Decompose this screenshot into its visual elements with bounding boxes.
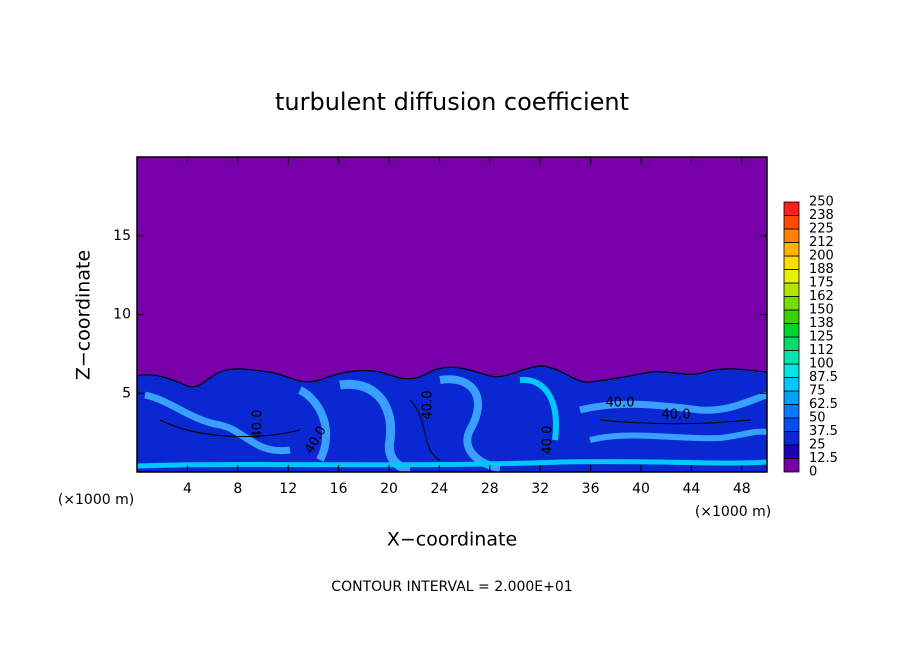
contour-label: 40.0 <box>421 391 436 420</box>
colorbar-label: 100 <box>809 357 834 372</box>
x-tick-label: 4 <box>183 481 192 497</box>
colorbar-label: 12.5 <box>809 451 838 466</box>
colorbar-label: 175 <box>809 276 834 291</box>
colorbar-label: 212 <box>809 235 834 250</box>
colorbar-label: 62.5 <box>809 397 838 412</box>
x-tick-label: 48 <box>733 481 751 497</box>
colorbar-box <box>783 404 800 419</box>
annotation: CONTOUR INTERVAL = 2.000E+01 <box>331 579 572 595</box>
x-tick-label: 16 <box>330 481 348 497</box>
x-tick-label: 44 <box>682 481 700 497</box>
colorbar-box <box>783 296 800 311</box>
colorbar-box <box>783 309 800 324</box>
colorbar-label: 125 <box>809 330 834 345</box>
colorbar-label: 50 <box>809 411 826 426</box>
x-tick-label: 20 <box>380 481 398 497</box>
swirls <box>137 375 767 472</box>
x-tick-label: 32 <box>531 481 549 497</box>
colorbar-label: 150 <box>809 303 834 318</box>
y-tick-label: 15 <box>113 228 131 244</box>
colorbar-label: 37.5 <box>809 424 838 439</box>
colorbar-box <box>783 417 800 432</box>
contour-label: 40.0 <box>251 410 266 439</box>
colorbar-box <box>783 363 800 378</box>
colorbar-box <box>783 242 800 257</box>
colorbar-box <box>783 255 800 270</box>
x-unit-label: (×1000 m) <box>58 492 134 508</box>
colorbar-box <box>783 350 800 365</box>
colorbar-label: 112 <box>809 343 834 358</box>
colorbar-label: 75 <box>809 384 826 399</box>
y-tick-label: 5 <box>122 385 131 401</box>
colorbar-box <box>783 377 800 392</box>
x-tick-label: 12 <box>279 481 297 497</box>
colorbar-label: 0 <box>809 465 817 480</box>
field <box>137 157 767 472</box>
contour-label: 40.0 <box>541 426 556 455</box>
turbulent-layer <box>137 365 767 472</box>
colorbar-label: 200 <box>809 249 834 264</box>
colorbar-label: 250 <box>809 195 834 210</box>
colorbar-label: 238 <box>809 208 834 223</box>
colorbar-label: 87.5 <box>809 370 838 385</box>
contour-label: 40.0 <box>606 396 635 411</box>
colorbar-box <box>783 444 800 459</box>
chart-title: turbulent diffusion coefficient <box>275 88 629 116</box>
y-axis-label: Z−coordinate <box>73 250 95 380</box>
colorbar-box <box>783 458 800 473</box>
x-tick-label: 24 <box>430 481 448 497</box>
colorbar-label: 138 <box>809 316 834 331</box>
x-unit-label: (×1000 m) <box>695 504 771 520</box>
colorbar-box <box>783 390 800 405</box>
colorbar-box <box>783 336 800 351</box>
x-tick-label: 28 <box>481 481 499 497</box>
colorbar-box <box>783 282 800 297</box>
colorbar-box <box>783 201 800 216</box>
x-tick-label: 40 <box>632 481 650 497</box>
x-tick-label: 36 <box>582 481 600 497</box>
colorbar-label: 25 <box>809 438 826 453</box>
colorbar-box <box>783 215 800 230</box>
colorbar-box <box>783 228 800 243</box>
colorbar-box <box>783 269 800 284</box>
y-tick-label: 10 <box>113 307 131 323</box>
contour-label: 40.0 <box>662 408 691 423</box>
colorbar-label: 162 <box>809 289 834 304</box>
colorbar-label: 188 <box>809 262 834 277</box>
x-axis-label: X−coordinate <box>387 529 517 551</box>
colorbar-box <box>783 431 800 446</box>
colorbar-box <box>783 323 800 338</box>
colorbar-label: 225 <box>809 222 834 237</box>
x-tick-label: 8 <box>233 481 242 497</box>
